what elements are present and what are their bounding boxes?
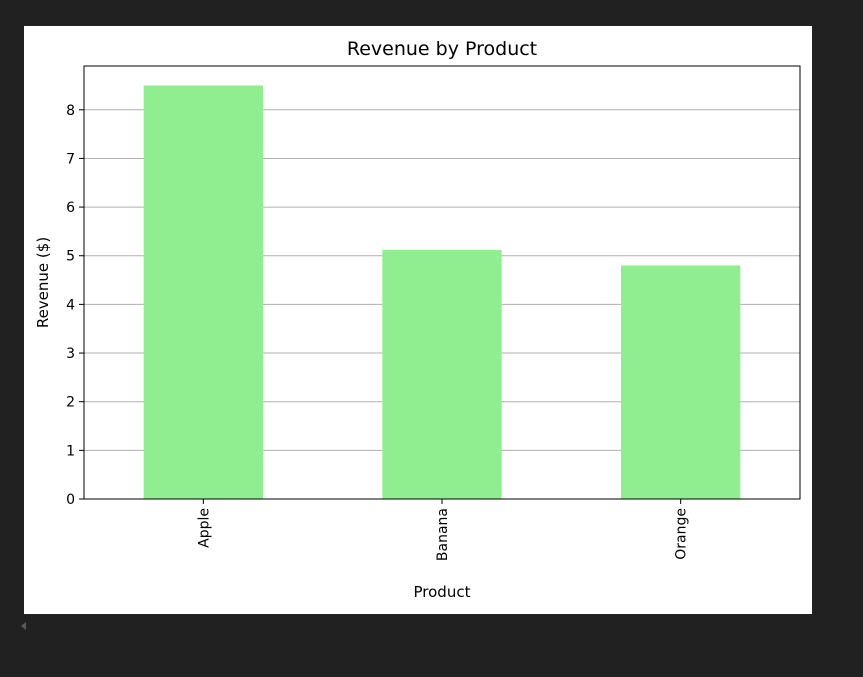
y-tick-label: 8 (66, 103, 75, 119)
bar-chart: 0 1 2 3 4 5 6 7 8 Apple Banana Orange Revenue by P… (34, 38, 801, 601)
bar-banana (382, 249, 502, 499)
y-tick-label: 4 (66, 297, 75, 313)
x-tick-label: Apple (196, 508, 212, 548)
bars (143, 85, 741, 499)
x-axis-label: Product (414, 583, 471, 601)
x-ticks: Apple Banana Orange (196, 499, 690, 561)
x-tick-label: Banana (435, 508, 451, 561)
y-tick-label: 7 (66, 151, 75, 167)
y-tick-label: 6 (66, 200, 75, 216)
chart-title: Revenue by Product (347, 38, 537, 60)
y-tick-label: 3 (66, 346, 75, 362)
figure-panel: 0 1 2 3 4 5 6 7 8 Apple Banana Orange Revenue by P… (24, 26, 812, 614)
bar-orange (621, 265, 741, 499)
y-tick-label: 1 (66, 443, 75, 459)
y-axis-label: Revenue ($) (34, 237, 52, 328)
y-ticks: 0 1 2 3 4 5 6 7 8 (66, 103, 84, 508)
y-tick-label: 2 (66, 395, 75, 411)
bar-apple (143, 85, 263, 499)
x-tick-label: Orange (674, 508, 690, 560)
left-arrow-icon[interactable] (21, 622, 26, 630)
y-tick-label: 0 (66, 492, 75, 508)
y-tick-label: 5 (66, 249, 75, 265)
